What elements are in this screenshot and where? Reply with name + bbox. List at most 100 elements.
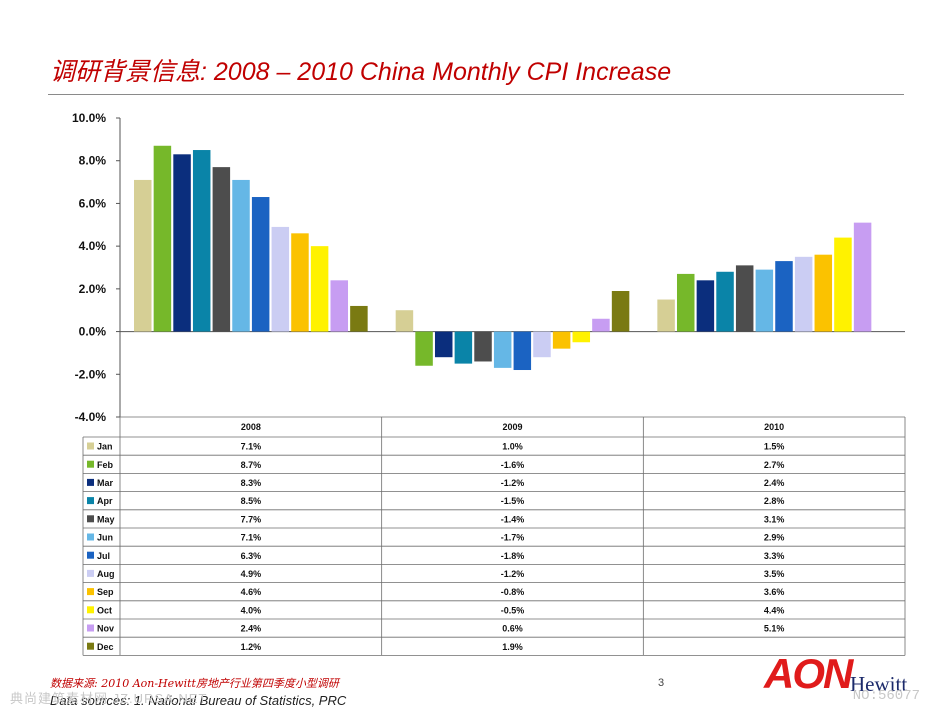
table-value-cell: 4.4% bbox=[764, 605, 785, 615]
table-value-cell: -1.5% bbox=[501, 496, 525, 506]
legend-swatch-oct bbox=[87, 606, 94, 614]
bar-mar-2009 bbox=[434, 331, 453, 358]
table-value-cell: 8.5% bbox=[241, 496, 262, 506]
bar-sep-2008 bbox=[291, 233, 309, 332]
table-value-cell: 5.1% bbox=[764, 624, 785, 634]
table-value-cell: -0.8% bbox=[501, 587, 525, 597]
legend-swatch-may bbox=[87, 515, 94, 523]
watermark-number: NO:56077 bbox=[852, 688, 920, 704]
legend-swatch-jan bbox=[87, 442, 94, 450]
legend-label: Jun bbox=[97, 533, 113, 543]
table-value-cell: 7.7% bbox=[241, 514, 262, 524]
bar-jun-2009 bbox=[493, 331, 512, 368]
title-divider bbox=[48, 94, 904, 95]
table-value-cell: 1.2% bbox=[241, 642, 262, 652]
table-value-cell: 4.0% bbox=[241, 605, 262, 615]
bar-jan-2010 bbox=[657, 299, 675, 332]
table-value-cell: -1.2% bbox=[501, 569, 525, 579]
legend-swatch-dec bbox=[87, 642, 94, 650]
legend-label: Jan bbox=[97, 442, 113, 452]
bar-aug-2009 bbox=[533, 331, 551, 358]
table-value-cell: 8.3% bbox=[241, 478, 262, 488]
legend-swatch-mar bbox=[87, 478, 94, 486]
bar-may-2008 bbox=[212, 167, 231, 332]
table-value-cell: 6.3% bbox=[241, 551, 262, 561]
bar-may-2010 bbox=[735, 265, 754, 332]
bar-aug-2010 bbox=[794, 256, 813, 332]
table-value-cell: 2.4% bbox=[241, 624, 262, 634]
bar-jul-2010 bbox=[775, 261, 793, 332]
legend-swatch-jul bbox=[87, 551, 94, 559]
bar-jun-2010 bbox=[755, 269, 774, 332]
bar-feb-2009 bbox=[415, 331, 433, 366]
y-tick-label: -4.0% bbox=[75, 410, 107, 424]
table-value-cell: 2.9% bbox=[764, 533, 785, 543]
footer-source-note-cn: 数据来源: 2010 Aon-Hewitt房地产行业第四季度小型调研 bbox=[50, 677, 339, 690]
table-value-cell: -1.8% bbox=[501, 551, 525, 561]
table-value-cell: 8.7% bbox=[241, 460, 262, 470]
bar-apr-2010 bbox=[716, 271, 734, 332]
bar-jan-2008 bbox=[134, 179, 152, 332]
legend-swatch-feb bbox=[87, 460, 94, 468]
table-value-cell: 2.8% bbox=[764, 496, 785, 506]
legend-label: Mar bbox=[97, 478, 114, 488]
table-value-cell: -1.7% bbox=[501, 533, 525, 543]
legend-swatch-sep bbox=[87, 588, 94, 596]
table-value-cell: -0.5% bbox=[501, 605, 525, 615]
bar-oct-2010 bbox=[834, 237, 852, 332]
legend-label: May bbox=[97, 514, 115, 524]
bar-feb-2010 bbox=[676, 273, 695, 332]
table-value-cell: -1.4% bbox=[501, 514, 525, 524]
legend-label: Feb bbox=[97, 460, 114, 470]
table-value-cell: 3.5% bbox=[764, 569, 785, 579]
x-category-label: 2008 bbox=[241, 422, 261, 432]
y-tick-label: 4.0% bbox=[79, 239, 107, 253]
bar-nov-2009 bbox=[592, 318, 610, 332]
table-value-cell: 3.6% bbox=[764, 587, 785, 597]
table-value-cell: 4.6% bbox=[241, 587, 262, 597]
y-tick-label: 2.0% bbox=[79, 282, 107, 296]
table-value-cell: 1.5% bbox=[764, 442, 785, 452]
table-value-cell: 7.1% bbox=[241, 442, 262, 452]
table-value-cell: 3.1% bbox=[764, 514, 785, 524]
legend-label: Oct bbox=[97, 605, 112, 615]
y-tick-label: 0.0% bbox=[79, 325, 107, 339]
bar-may-2009 bbox=[474, 331, 492, 362]
bar-dec-2008 bbox=[350, 305, 368, 332]
bar-aug-2008 bbox=[271, 226, 290, 332]
table-value-cell: 2.4% bbox=[764, 478, 785, 488]
bar-jan-2009 bbox=[395, 310, 414, 332]
y-tick-label: -2.0% bbox=[75, 367, 107, 381]
legend-swatch-apr bbox=[87, 497, 94, 505]
x-category-label: 2009 bbox=[502, 422, 522, 432]
bar-sep-2010 bbox=[814, 254, 833, 332]
bar-mar-2008 bbox=[173, 154, 191, 332]
bar-sep-2009 bbox=[552, 331, 571, 349]
bar-oct-2008 bbox=[310, 246, 329, 332]
footer-source-note-en: Data sources: 1. National Bureau of Stat… bbox=[50, 693, 347, 708]
y-tick-label: 8.0% bbox=[79, 154, 107, 168]
legend-swatch-jun bbox=[87, 533, 94, 541]
y-tick-label: 6.0% bbox=[79, 196, 107, 210]
legend-swatch-nov bbox=[87, 624, 94, 632]
legend-swatch-aug bbox=[87, 569, 94, 577]
bar-jun-2008 bbox=[232, 179, 250, 332]
legend-label: Aug bbox=[97, 569, 115, 579]
legend-label: Jul bbox=[97, 551, 110, 561]
bar-jul-2008 bbox=[251, 197, 270, 332]
bar-apr-2008 bbox=[192, 150, 211, 332]
slide-title: 调研背景信息: 2008 – 2010 China Monthly CPI In… bbox=[50, 58, 672, 86]
watermark-site: 典尚建筑素材网 JZ.URSA.NET bbox=[10, 691, 208, 706]
legend-label: Apr bbox=[97, 496, 113, 506]
bar-jul-2009 bbox=[513, 331, 532, 371]
table-value-cell: -1.6% bbox=[501, 460, 525, 470]
legend-label: Nov bbox=[97, 624, 114, 634]
table-value-cell: 0.6% bbox=[502, 624, 523, 634]
x-category-label: 2010 bbox=[764, 422, 784, 432]
page-number: 3 bbox=[658, 677, 665, 689]
y-tick-label: 10.0% bbox=[72, 111, 106, 125]
table-value-cell: 1.9% bbox=[502, 642, 523, 652]
table-value-cell: 3.3% bbox=[764, 551, 785, 561]
table-value-cell: 1.0% bbox=[502, 442, 523, 452]
